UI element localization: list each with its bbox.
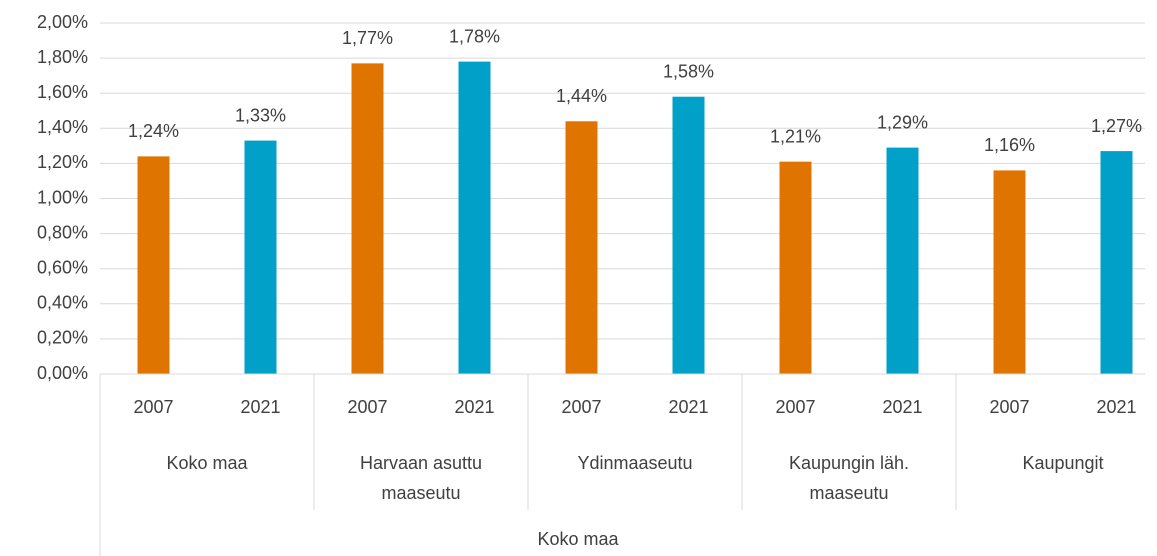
- value-label: 1,29%: [877, 112, 928, 132]
- x-tick-label: 2007: [989, 397, 1029, 417]
- y-tick-label: 1,60%: [37, 82, 88, 102]
- bar: [886, 147, 919, 374]
- x-tick-label: 2007: [775, 397, 815, 417]
- group-label-box: Ydinmaaseutu: [577, 453, 693, 473]
- value-label: 1,77%: [342, 28, 393, 48]
- y-tick-label: 1,80%: [37, 47, 88, 67]
- group-label: Harvaan asuttu maaseutu: [359, 453, 483, 503]
- y-tick-label: 1,20%: [37, 152, 88, 172]
- x-tick-label: 2021: [1096, 397, 1136, 417]
- x-tick-label: 2021: [668, 397, 708, 417]
- bar: [993, 170, 1026, 374]
- bar: [672, 96, 705, 375]
- group-label-box: Kaupungin läh. maaseutu: [788, 453, 910, 503]
- outer-category-label: Koko maa: [537, 529, 619, 549]
- group-label-box: Kaupungit: [1022, 453, 1104, 473]
- group-label-box: Harvaan asuttu maaseutu: [359, 453, 483, 503]
- y-tick-label: 2,00%: [37, 12, 88, 32]
- group-label: Ydinmaaseutu: [577, 453, 693, 473]
- value-label: 1,16%: [984, 135, 1035, 155]
- y-tick-label: 0,40%: [37, 293, 88, 313]
- bar: [351, 63, 384, 375]
- y-tick-label: 0,20%: [37, 328, 88, 348]
- group-label: Kaupungin läh. maaseutu: [788, 453, 910, 503]
- bar: [244, 140, 277, 374]
- value-label: 1,27%: [1091, 116, 1142, 136]
- value-label: 1,44%: [556, 86, 607, 106]
- value-label: 1,78%: [449, 26, 500, 46]
- y-tick-label: 0,00%: [37, 363, 88, 383]
- bar: [779, 161, 812, 374]
- value-label: 1,33%: [235, 105, 286, 125]
- y-tick-label: 1,00%: [37, 187, 88, 207]
- group-label: Koko maa: [166, 453, 248, 473]
- y-tick-label: 0,80%: [37, 222, 88, 242]
- value-label: 1,24%: [128, 121, 179, 141]
- x-tick-label: 2021: [882, 397, 922, 417]
- y-tick-label: 0,60%: [37, 257, 88, 277]
- x-tick-label: 2021: [240, 397, 280, 417]
- group-label: Kaupungit: [1022, 453, 1104, 473]
- bar: [1100, 151, 1133, 374]
- x-tick-label: 2007: [347, 397, 387, 417]
- group-label-box: Koko maa: [166, 453, 248, 473]
- y-tick-label: 1,40%: [37, 117, 88, 137]
- value-label: 1,21%: [770, 126, 821, 146]
- bar: [565, 121, 598, 374]
- bar: [137, 156, 170, 374]
- x-tick-label: 2007: [561, 397, 601, 417]
- x-tick-label: 2021: [454, 397, 494, 417]
- value-label: 1,58%: [663, 61, 714, 81]
- bar: [458, 61, 491, 375]
- x-tick-label: 2007: [133, 397, 173, 417]
